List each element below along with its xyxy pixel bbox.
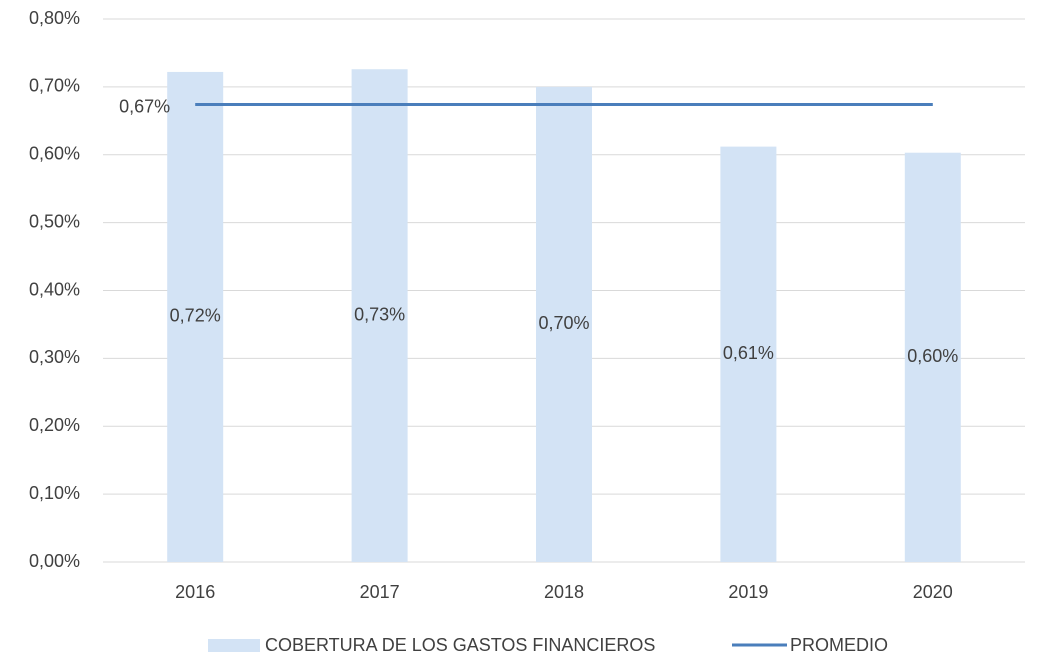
y-tick-label: 0,30%: [29, 347, 80, 367]
data-label: 0,72%: [170, 306, 221, 326]
legend-label: PROMEDIO: [790, 635, 888, 655]
data-label: 0,61%: [723, 343, 774, 363]
bar: [536, 86, 592, 562]
legend-label: COBERTURA DE LOS GASTOS FINANCIEROS: [265, 635, 655, 655]
data-label: 0,67%: [119, 96, 170, 116]
y-tick-label: 0,80%: [29, 8, 80, 28]
x-tick-label: 2019: [728, 582, 768, 602]
x-tick-label: 2018: [544, 582, 584, 602]
bar: [351, 69, 408, 562]
y-tick-label: 0,40%: [29, 279, 80, 299]
data-label: 0,70%: [538, 313, 589, 333]
y-tick-label: 0,00%: [29, 551, 80, 571]
bar: [904, 152, 961, 562]
x-tick-label: 2016: [175, 582, 215, 602]
y-tick-label: 0,50%: [29, 211, 80, 231]
bar: [167, 71, 224, 562]
y-tick-label: 0,70%: [29, 76, 80, 96]
data-label: 0,73%: [354, 304, 405, 324]
y-tick-label: 0,10%: [29, 483, 80, 503]
data-label: 0,60%: [907, 346, 958, 366]
bar: [720, 146, 777, 563]
legend-swatch: [208, 639, 260, 652]
x-tick-label: 2017: [360, 582, 400, 602]
y-tick-label: 0,20%: [29, 415, 80, 435]
y-tick-label: 0,60%: [29, 144, 80, 164]
x-tick-label: 2020: [913, 582, 953, 602]
